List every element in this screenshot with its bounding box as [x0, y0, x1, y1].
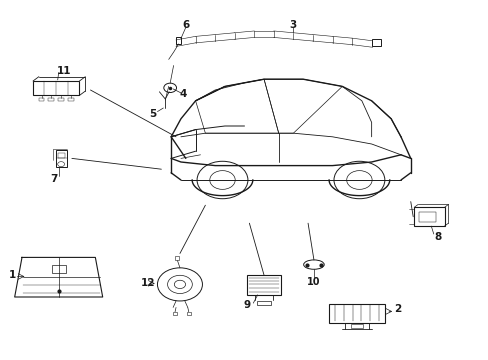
Bar	[58, 99, 64, 101]
Text: 10: 10	[306, 276, 320, 287]
Text: 9: 9	[244, 300, 250, 310]
Bar	[371, 39, 380, 46]
Bar	[48, 99, 54, 101]
Bar	[56, 150, 66, 167]
Text: 8: 8	[434, 231, 441, 242]
Bar	[186, 312, 190, 315]
Text: 5: 5	[149, 109, 156, 120]
Bar	[39, 99, 44, 101]
Text: 7: 7	[50, 174, 58, 184]
Bar	[33, 81, 80, 95]
Text: 12: 12	[140, 278, 155, 288]
Text: 3: 3	[289, 20, 296, 30]
Bar	[68, 99, 74, 101]
Bar	[413, 207, 444, 226]
Bar	[350, 324, 362, 328]
Bar	[418, 212, 435, 222]
Text: 4: 4	[179, 89, 187, 99]
Text: 2: 2	[393, 303, 400, 314]
Bar	[256, 301, 271, 305]
Bar	[58, 153, 64, 158]
Bar	[174, 256, 179, 260]
Bar	[173, 312, 177, 315]
Bar	[328, 304, 385, 323]
Text: 1: 1	[9, 270, 16, 280]
Text: 11: 11	[56, 66, 71, 76]
Text: 6: 6	[182, 20, 189, 30]
Bar	[175, 37, 181, 44]
Bar	[247, 275, 280, 295]
Bar	[52, 265, 65, 273]
